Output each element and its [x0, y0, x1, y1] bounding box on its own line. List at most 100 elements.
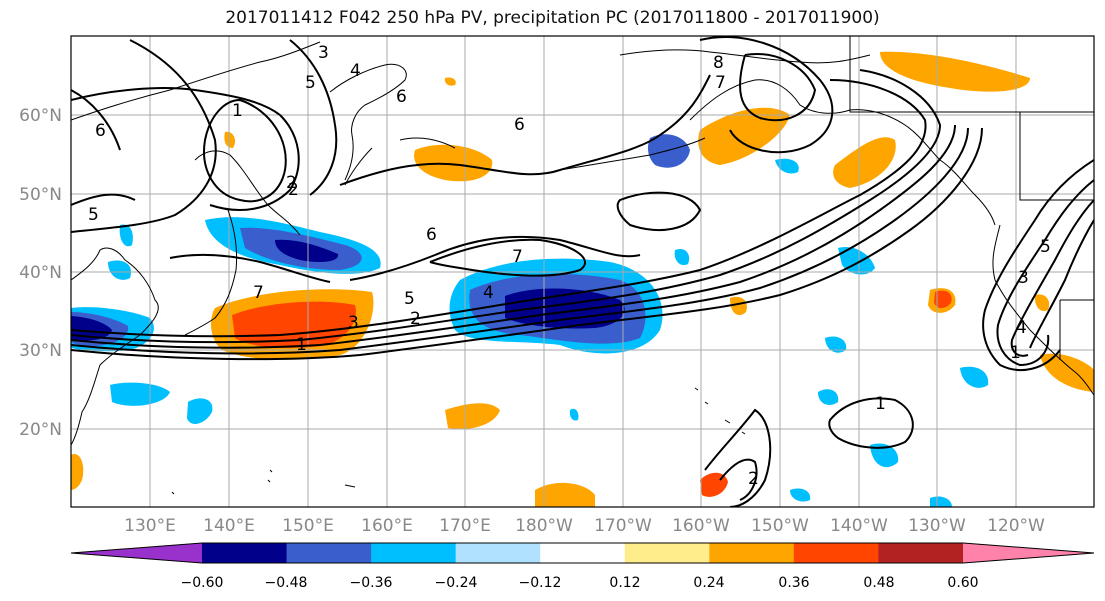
- precip-neg-area: [569, 408, 579, 421]
- colorbar-tick-labels: −0.60 −0.48 −0.36 −0.24 −0.12 0.12 0.24 …: [181, 575, 979, 591]
- colorbar-tick-label: −0.36: [350, 575, 393, 591]
- colorbar-tick-label: 0.48: [863, 575, 894, 591]
- precip-neg-area: [775, 158, 799, 174]
- contour-label: 5: [305, 73, 316, 93]
- colorbar-tick-label: −0.12: [519, 575, 562, 591]
- contour-label: 7: [715, 73, 726, 93]
- colorbar-outline: [70, 542, 1095, 564]
- precip-pos-area: [698, 107, 790, 165]
- precip-pos-area: [445, 403, 500, 430]
- contour-label: 1: [875, 394, 886, 414]
- precip-pos-area: [444, 77, 456, 86]
- lon-label: 160°W: [672, 516, 730, 536]
- contour-labels: 3 4 1 6 6 6 5 2 6 7 5 4 7 5 2 3 1 7 8 1 …: [88, 43, 1051, 489]
- precip-neg-area: [119, 224, 133, 247]
- colorbar-tick-label: −0.24: [435, 575, 478, 591]
- gridlines: [71, 36, 1094, 507]
- contour-label: 8: [713, 53, 724, 73]
- colorbar-segment: [202, 543, 288, 563]
- precip-neg-area: [825, 336, 847, 353]
- lat-label: 20°N: [19, 420, 62, 440]
- precip-neg-area: [647, 134, 690, 168]
- precip-neg-area: [870, 443, 899, 468]
- colorbar-segment: [286, 543, 372, 563]
- lon-label: 150°E: [282, 516, 334, 536]
- colorbar-tick-label: 0.24: [693, 575, 724, 591]
- contour-label: 3: [348, 313, 359, 333]
- contour-label: 4: [350, 61, 361, 81]
- lon-label: 170°W: [594, 516, 652, 536]
- contour-label: 2: [286, 173, 297, 193]
- contour-label: 7: [253, 283, 264, 303]
- lon-label: 140°E: [203, 516, 255, 536]
- colorbar-tick-label: −0.48: [265, 575, 308, 591]
- precip-neg-area: [930, 496, 952, 507]
- contour-label: 3: [318, 43, 329, 63]
- precip-pos-area: [833, 137, 896, 188]
- precip-shading: [71, 51, 1094, 507]
- precip-pos-area: [71, 454, 84, 490]
- map-frame: [70, 35, 1095, 508]
- colorbar-segment: [540, 543, 626, 563]
- precip-pos-area: [1034, 294, 1050, 312]
- precip-neg-area: [960, 366, 989, 388]
- colorbar-segment: [793, 543, 879, 563]
- lon-label: 140°W: [830, 516, 888, 536]
- contour-label: 2: [748, 469, 759, 489]
- contour-label: 5: [88, 205, 99, 225]
- precip-pos-core: [934, 290, 952, 309]
- lat-label: 40°N: [19, 263, 62, 283]
- contour-label: 7: [512, 247, 523, 267]
- precip-pos-area: [730, 296, 747, 316]
- colorbar-segment: [624, 543, 710, 563]
- precip-neg-area: [790, 488, 811, 502]
- lon-label: 160°E: [361, 516, 413, 536]
- colorbar-extend-low: [71, 543, 202, 563]
- lon-label: 150°W: [751, 516, 809, 536]
- lon-label: 180°W: [515, 516, 573, 536]
- map-title: 2017011412 F042 250 hPa PV, precipitatio…: [225, 8, 880, 28]
- contour-label: 1: [232, 101, 243, 121]
- lon-label: 130°W: [908, 516, 966, 536]
- lon-label: 120°W: [987, 516, 1045, 536]
- colorbar-tick-label: 0.12: [609, 575, 640, 591]
- lat-label: 50°N: [19, 185, 62, 205]
- lon-labels: 130°E 140°E 150°E 160°E 170°E 180°W 170°…: [124, 516, 1045, 536]
- lon-label: 130°E: [124, 516, 176, 536]
- lon-label: 170°E: [439, 516, 491, 536]
- contour-label: 6: [95, 121, 106, 141]
- colorbar-segment: [371, 543, 457, 563]
- contour-label: 3: [1018, 268, 1029, 288]
- colorbar-tick-label: 0.60: [947, 575, 978, 591]
- contour-label: 4: [483, 283, 494, 303]
- colorbar-tick-label: −0.60: [181, 575, 224, 591]
- precip-neg-core: [71, 316, 112, 341]
- contour-label: 4: [1016, 318, 1027, 338]
- contour-label: 1: [1010, 343, 1021, 363]
- colorbar-tick-label: 0.36: [778, 575, 809, 591]
- coastlines: [71, 36, 1094, 495]
- colorbar-extend-high: [963, 543, 1094, 563]
- precip-pos-area: [535, 482, 595, 507]
- colorbar-segment: [455, 543, 541, 563]
- contour-label: 2: [410, 309, 421, 329]
- contour-label: 1: [296, 335, 307, 355]
- contour-label: 6: [514, 115, 525, 135]
- precip-neg-area: [108, 260, 131, 280]
- precip-neg-area: [187, 398, 213, 424]
- colorbar-segment: [878, 543, 964, 563]
- lat-label: 30°N: [19, 341, 62, 361]
- contour-label: 5: [1040, 237, 1051, 257]
- contour-label: 6: [426, 225, 437, 245]
- precip-neg-area: [674, 248, 690, 266]
- contour-label: 6: [396, 87, 407, 107]
- precip-neg-area: [110, 382, 170, 406]
- precip-pos-area: [1040, 353, 1094, 392]
- precip-pos-area: [414, 144, 493, 182]
- contour-label: 5: [404, 289, 415, 309]
- precip-neg-area: [224, 131, 236, 148]
- precip-pos-area: [880, 51, 1030, 92]
- lat-labels: 60°N 50°N 40°N 30°N 20°N: [19, 106, 62, 440]
